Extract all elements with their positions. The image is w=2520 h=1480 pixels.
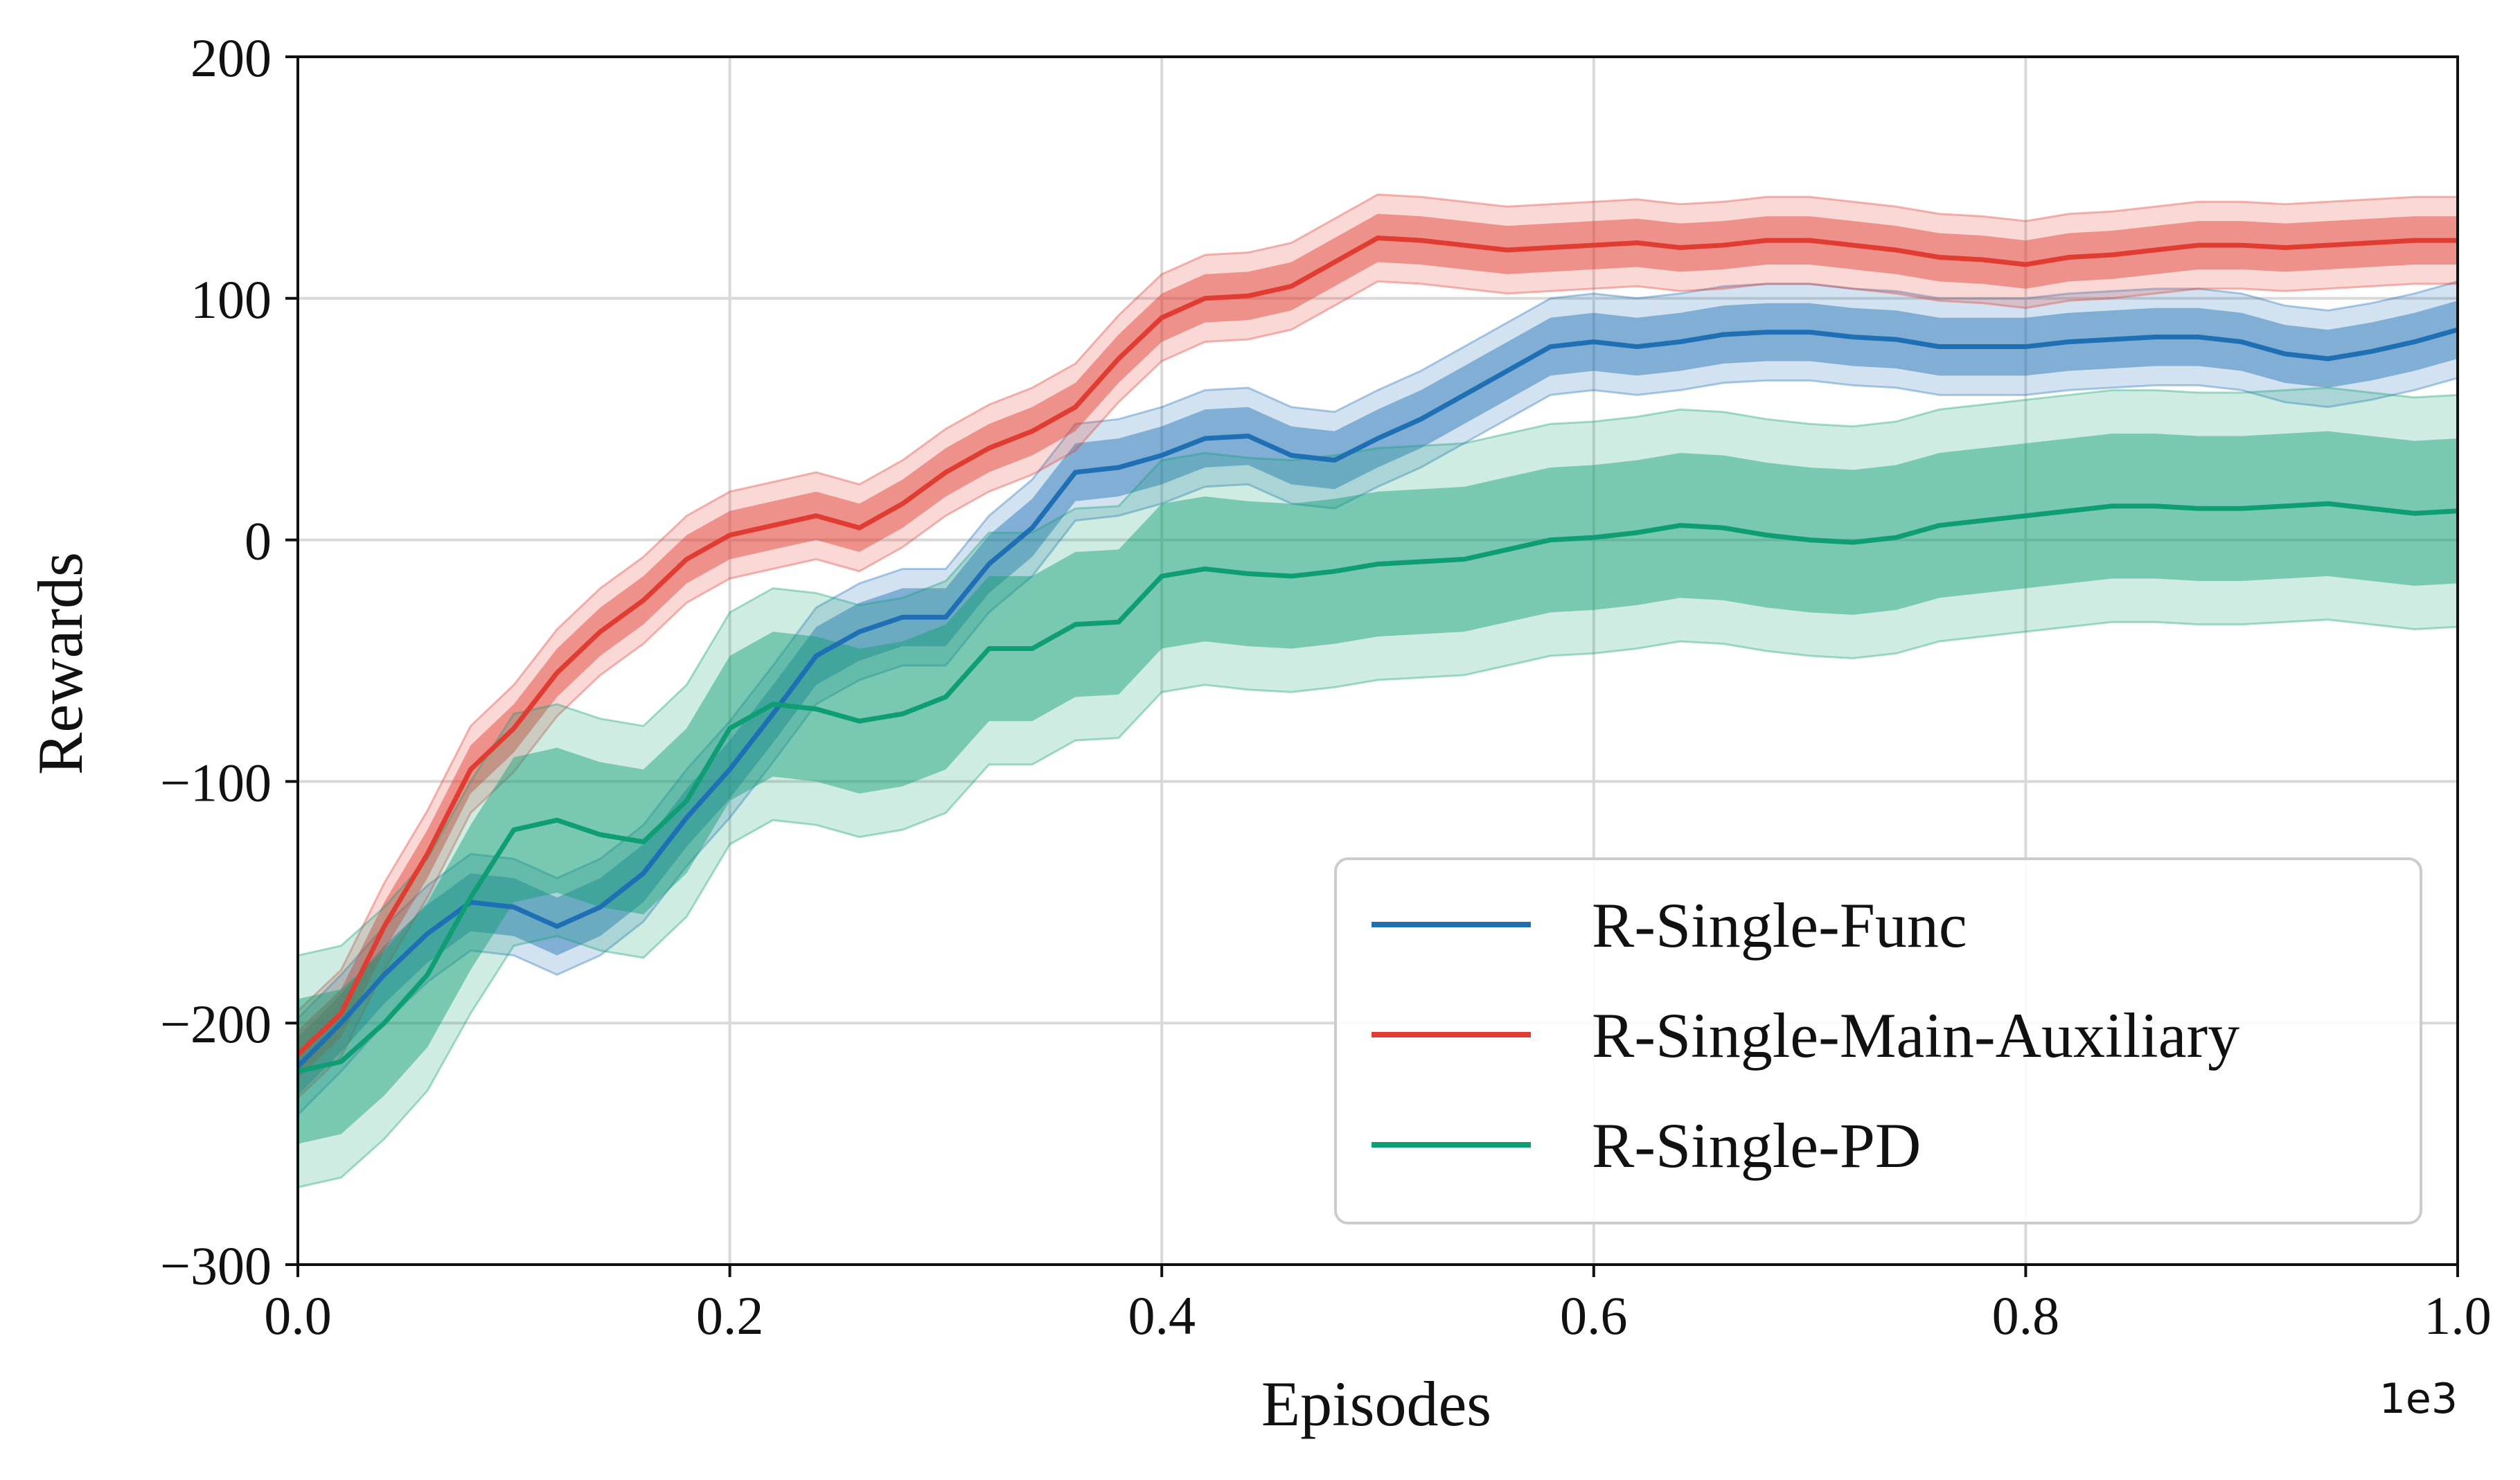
x-tick-label-3: 0.6 [1560, 1285, 1628, 1346]
confidence-bands [296, 193, 2459, 1189]
legend-box [1334, 857, 2422, 1224]
legend-label-pd: R-Single-PD [1592, 1110, 1921, 1181]
x-tick-label-0: 0.0 [264, 1285, 332, 1346]
x-tick-label-5: 1.0 [2424, 1285, 2492, 1346]
series-line-r-single-pd [297, 501, 2458, 1074]
y-tick-label-1: −200 [160, 994, 272, 1054]
y-tick-label-2: −100 [160, 752, 272, 812]
series-line-r-single-main-auxiliary [296, 235, 2458, 1057]
y-tick-label-3: 0 [245, 511, 272, 571]
x-tick-label-4: 0.8 [1992, 1285, 2060, 1346]
y-tick-label-0: −300 [160, 1236, 272, 1296]
plot-frame [296, 55, 2459, 1266]
series-lines [296, 235, 2458, 1074]
legend-label-func: R-Single-Func [1592, 890, 1967, 961]
band-inner-r-single-pd [298, 431, 2458, 1144]
x-tick-label-1: 0.2 [696, 1285, 764, 1346]
legend-label-main-auxiliary: R-Single-Main-Auxiliary [1592, 1000, 2239, 1071]
legend: R-Single-Func R-Single-Main-Auxiliary R-… [1334, 857, 2422, 1224]
x-tick-label-2: 0.4 [1128, 1285, 1196, 1346]
band-inner-r-single-func [298, 301, 2458, 1096]
axes [285, 55, 2459, 1277]
x-axis-title: Episodes [1261, 1368, 1491, 1439]
x-multiplier-label: 1e3 [2379, 1375, 2458, 1423]
y-tick-label-5: 200 [190, 28, 272, 88]
tick-labels: 0.0 0.2 0.4 0.6 0.8 1.0 −300 −200 −100 0 100 200 [160, 28, 2492, 1346]
series-line-r-single-func [296, 327, 2458, 1069]
y-tick-label-4: 100 [190, 269, 272, 330]
y-axis-title: Rewards [25, 552, 96, 775]
